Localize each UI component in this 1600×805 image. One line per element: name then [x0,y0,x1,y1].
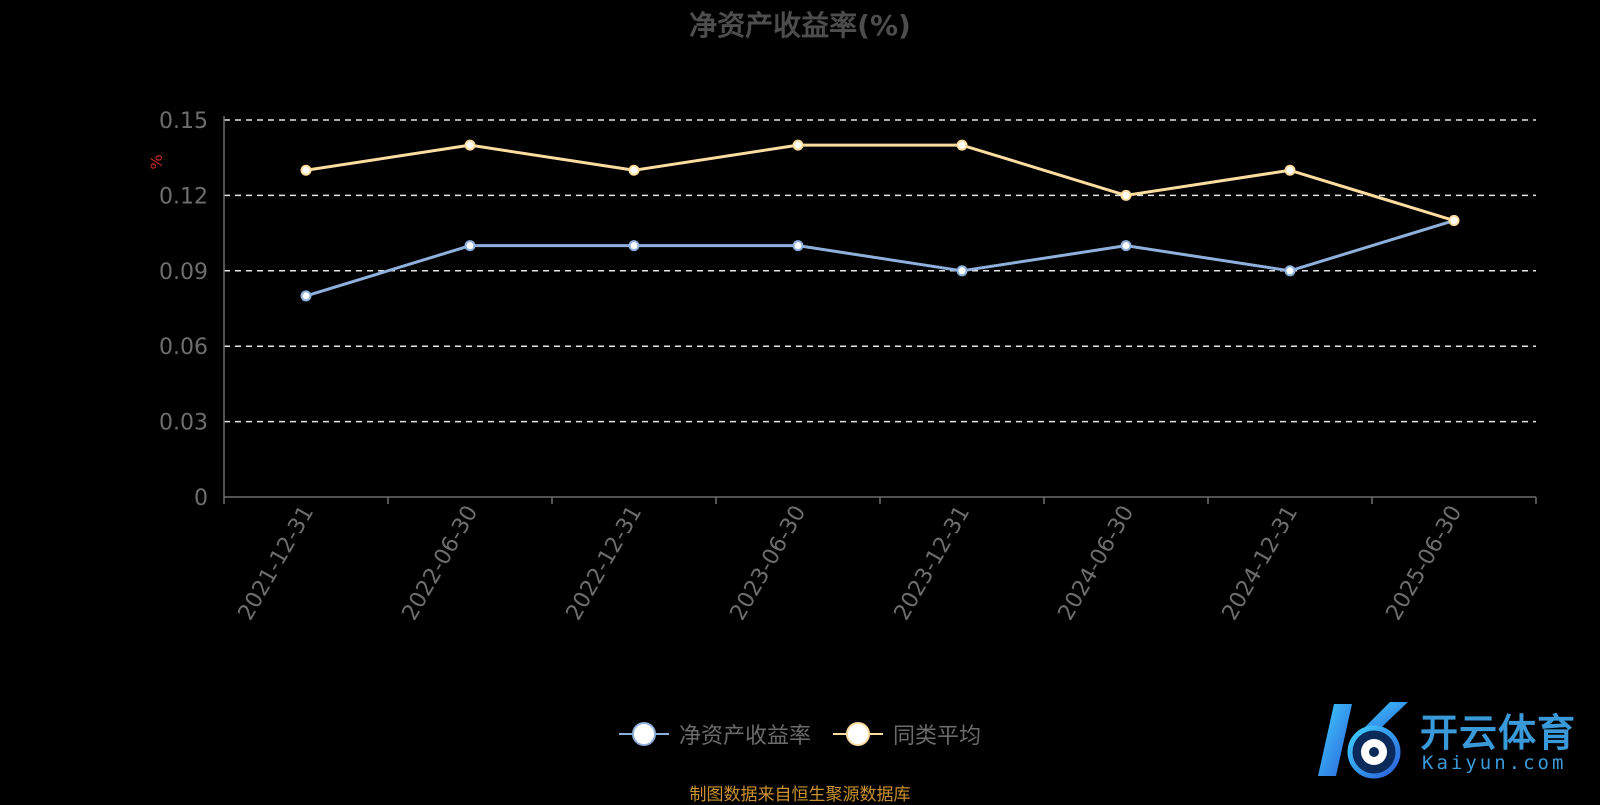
data-point-series-1 [628,164,640,176]
x-tick-label: 2023-06-30 [726,502,812,625]
y-axis-label: % [147,154,166,169]
data-point-series-0 [1284,265,1296,277]
x-tick-label: 2022-12-31 [562,502,648,625]
watermark-brand-text: 开云体育 [1420,711,1577,755]
y-tick-label: 0.03 [159,411,208,436]
watermark-logo: 开云体育 Kaiyun.com [1312,696,1592,784]
legend-marker-roe [618,721,669,747]
legend-item-roe[interactable]: 净资产收益率 [618,718,811,750]
y-tick-label: 0.12 [159,184,208,209]
data-point-series-1 [464,139,476,151]
data-point-series-0 [792,240,804,252]
kaiyun-logo-icon [1318,702,1408,779]
data-point-series-0 [956,265,968,277]
legend-label-peer-average: 同类平均 [893,724,982,749]
data-point-series-0 [1120,240,1132,252]
data-point-series-1 [1448,215,1460,227]
y-tick-label: 0.09 [159,260,208,285]
y-tick-label: 0 [194,486,208,511]
x-tick-label: 2025-06-30 [1382,502,1468,625]
x-tick-label: 2021-12-31 [234,502,320,625]
watermark-brand-url: Kaiyun.com [1422,752,1567,774]
data-point-series-0 [300,290,312,302]
data-point-series-0 [628,240,640,252]
y-tick-label: 0.06 [159,335,208,360]
x-tick-label: 2023-12-31 [890,502,976,625]
legend: 净资产收益率 同类平均 [0,718,1600,750]
legend-marker-peer-average [833,721,883,747]
legend-item-peer-average[interactable]: 同类平均 [833,718,981,750]
data-point-series-1 [956,139,968,151]
data-point-series-1 [1284,164,1296,176]
data-point-series-1 [792,139,804,151]
x-tick-label: 2024-06-30 [1054,502,1140,625]
chart-title: 净资产收益率(%) [689,9,911,42]
series-line-1 [305,143,1455,222]
data-point-series-1 [1120,189,1132,201]
legend-label-roe: 净资产收益率 [678,724,811,749]
series-line-0 [305,219,1455,298]
data-point-series-0 [464,240,476,252]
x-tick-label: 2022-06-30 [398,502,484,625]
x-tick-label: 2024-12-31 [1218,502,1304,625]
y-tick-label: 0.15 [159,109,208,134]
data-point-series-1 [300,164,312,176]
